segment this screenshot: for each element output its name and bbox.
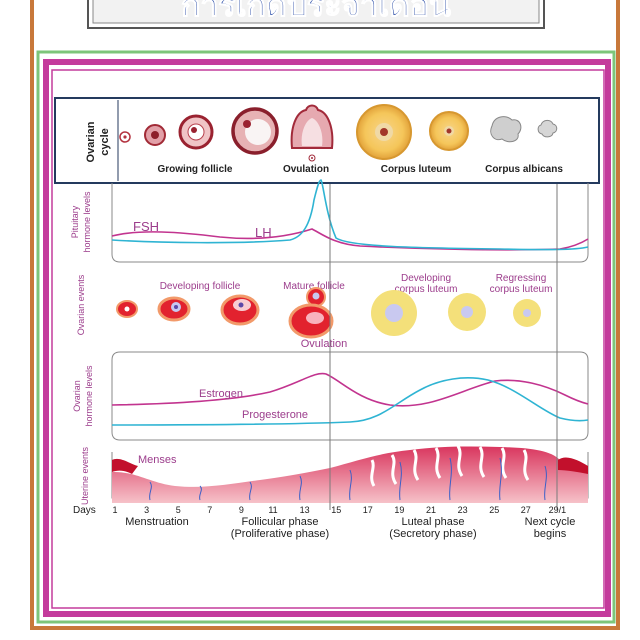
ovarian-hormone-axis-label-1: Ovarian xyxy=(72,380,82,412)
day-tick-label: 3 xyxy=(144,505,149,515)
menses-shedding xyxy=(112,458,138,474)
developing-follicle-label: Developing follicle xyxy=(160,281,241,292)
day-tick-label: 25 xyxy=(489,505,499,515)
pituitary-axis-label-1: Pituitary xyxy=(70,205,80,238)
ovarian-cycle-label-1: Ovarian xyxy=(85,121,97,162)
antral-follicle-icon xyxy=(231,107,279,155)
corpus-albicans-small-icon xyxy=(537,119,558,138)
primary-follicle-icon xyxy=(144,124,166,146)
pituitary-axis-label-2: hormone levels xyxy=(82,191,92,253)
days-axis: Days 1 3 5 7 9 11 13 15 17 19 21 23 25 27 29/1 xyxy=(73,505,566,516)
ovulation-event-label: Ovulation xyxy=(301,338,347,350)
day-tick-label: 21 xyxy=(426,505,436,515)
event-corpus-luteum-small-icon xyxy=(513,299,541,327)
developing-cl-label-1: Developing xyxy=(401,273,451,284)
ovarian-hormone-axis-label-2: hormone levels xyxy=(84,365,94,427)
ovulation-follicle-icon xyxy=(290,104,334,162)
lh-label: LH xyxy=(255,225,272,240)
ovarian-cycle-row: Ovarian cycle xyxy=(54,97,600,184)
day-tick-label: 11 xyxy=(268,505,277,515)
day-tick-label: 23 xyxy=(458,505,468,515)
day-tick-label: 5 xyxy=(176,505,181,515)
menses-label: Menses xyxy=(138,454,177,466)
estrogen-curve xyxy=(111,372,589,407)
day-tick-label: 13 xyxy=(300,505,310,515)
ovarian-events-axis-label: Ovarian events xyxy=(76,274,86,335)
lh-curve xyxy=(111,179,589,251)
day-tick-label: 1 xyxy=(112,505,117,515)
next-menses-shedding xyxy=(558,457,588,474)
progesterone-curve xyxy=(111,377,589,426)
spiral-arteries xyxy=(149,457,547,501)
regressing-cl-label-1: Regressing xyxy=(496,273,547,284)
mature-follicle-label: Mature follicle xyxy=(283,281,345,292)
endometrial-glands xyxy=(370,445,530,487)
day-tick-label: 29/1 xyxy=(549,505,567,515)
event-corpus-luteum-large-icon xyxy=(371,290,417,336)
pituitary-hormone-panel: Pituitary hormone levels FSH LH xyxy=(70,179,589,263)
days-label: Days xyxy=(73,505,96,516)
uterine-axis-label: Uterine events xyxy=(80,446,90,505)
menstruation-label: Menstruation xyxy=(125,516,189,528)
stage-label-growing-follicle: Growing follicle xyxy=(157,164,232,175)
luteal-phase-label: Luteal phase xyxy=(402,516,465,528)
secretory-phase-label: (Secretory phase) xyxy=(389,528,476,540)
follicular-phase-label: Follicular phase xyxy=(241,516,318,528)
event-follicle-1-icon xyxy=(116,300,138,318)
progesterone-label: Progesterone xyxy=(242,409,308,421)
day-tick-label: 15 xyxy=(331,505,341,515)
page-title: การเกิดประจำเดือน xyxy=(181,0,451,24)
event-follicle-2-icon xyxy=(157,296,191,322)
ovarian-hormone-panel: Ovarian hormone levels Estrogen Progeste… xyxy=(72,351,589,441)
event-follicle-3-icon xyxy=(220,294,260,326)
phase-reference-lines xyxy=(329,184,558,510)
day-tick-label: 17 xyxy=(363,505,373,515)
stage-label-corpus-luteum: Corpus luteum xyxy=(381,164,452,175)
day-tick-labels: 1 3 5 7 9 11 13 15 17 19 21 23 25 27 29/1 xyxy=(112,505,566,515)
fsh-label: FSH xyxy=(133,219,159,234)
endometrium-lining xyxy=(112,446,588,503)
uterine-events-panel: Uterine events Menses xyxy=(80,445,589,505)
secondary-follicle-icon xyxy=(178,114,214,150)
next-cycle-label: Next cycle xyxy=(525,516,576,528)
phase-labels: Menstruation Follicular phase (Prolifera… xyxy=(125,516,575,540)
regressing-cl-label-2: corpus luteum xyxy=(490,284,553,295)
day-tick-label: 7 xyxy=(207,505,212,515)
day-tick-label: 27 xyxy=(521,505,531,515)
developing-cl-label-2: corpus luteum xyxy=(395,284,458,295)
stage-label-ovulation: Ovulation xyxy=(283,164,329,175)
corpus-luteum-large-icon xyxy=(356,104,412,160)
event-mature-follicle-icon xyxy=(288,287,334,339)
day-tick-label: 19 xyxy=(394,505,404,515)
title-banner: การเกิดประจำเดือน xyxy=(87,0,545,29)
corpus-luteum-small-icon xyxy=(429,111,469,151)
primordial-follicle-icon xyxy=(119,131,131,143)
event-corpus-luteum-medium-icon xyxy=(448,293,486,331)
proliferative-phase-label: (Proliferative phase) xyxy=(231,528,329,540)
ovarian-cycle-label-2: cycle xyxy=(99,128,111,156)
stage-label-corpus-albicans: Corpus albicans xyxy=(485,164,563,175)
corpus-albicans-large-icon xyxy=(490,116,522,143)
next-cycle-begins-label: begins xyxy=(534,528,567,540)
day-tick-label: 9 xyxy=(239,505,244,515)
ovarian-events-panel: Ovarian events Developing follicle Matur… xyxy=(76,273,552,350)
estrogen-label: Estrogen xyxy=(199,388,243,400)
